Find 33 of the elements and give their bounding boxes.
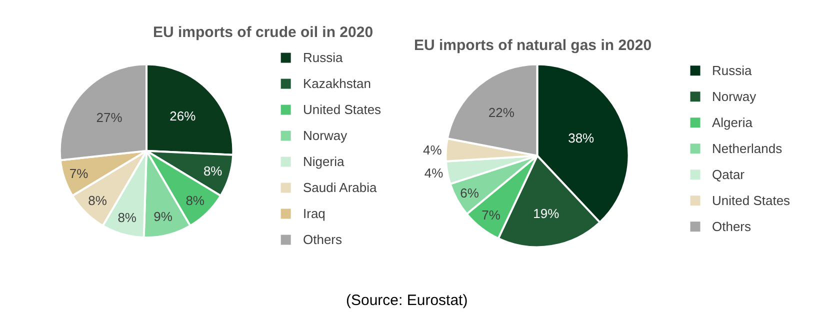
legend-label: Kazakhstan xyxy=(303,76,371,91)
data-label: 26% xyxy=(170,108,196,124)
legend-label: Saudi Arabia xyxy=(303,180,378,195)
legend-label: Russia xyxy=(712,63,753,78)
data-label: 9% xyxy=(154,209,173,224)
legend-label: Iraq xyxy=(303,206,326,221)
legend-label: Netherlands xyxy=(712,141,783,156)
data-label: 4% xyxy=(422,142,442,158)
data-label: 6% xyxy=(460,185,480,200)
legend-label: Norway xyxy=(712,89,757,104)
data-label: 8% xyxy=(203,164,223,179)
legend-label: Nigeria xyxy=(303,154,345,169)
data-label: 8% xyxy=(186,192,205,208)
chart-title: EU imports of natural gas in 2020 xyxy=(414,37,652,54)
data-label: 7% xyxy=(482,208,501,223)
legend-label: Algeria xyxy=(712,115,754,130)
legend-label: Russia xyxy=(303,50,344,65)
data-label: 38% xyxy=(568,130,595,146)
legend-label: United States xyxy=(712,193,791,208)
data-label: 27% xyxy=(96,110,123,126)
legend-label: Norway xyxy=(303,128,348,143)
data-label: 8% xyxy=(118,210,137,226)
data-label: 7% xyxy=(69,166,89,182)
legend-label: Others xyxy=(303,232,343,247)
data-label: 4% xyxy=(424,166,444,181)
data-label: 22% xyxy=(488,105,515,120)
legend-label: Qatar xyxy=(712,167,746,182)
data-label: 19% xyxy=(533,206,560,222)
chart-title: EU imports of crude oil in 2020 xyxy=(153,24,374,41)
legend-label: Others xyxy=(712,219,752,234)
text: (Source: Eurostat) xyxy=(346,292,468,309)
legend-label: United States xyxy=(303,102,382,117)
data-label: 8% xyxy=(88,192,108,208)
